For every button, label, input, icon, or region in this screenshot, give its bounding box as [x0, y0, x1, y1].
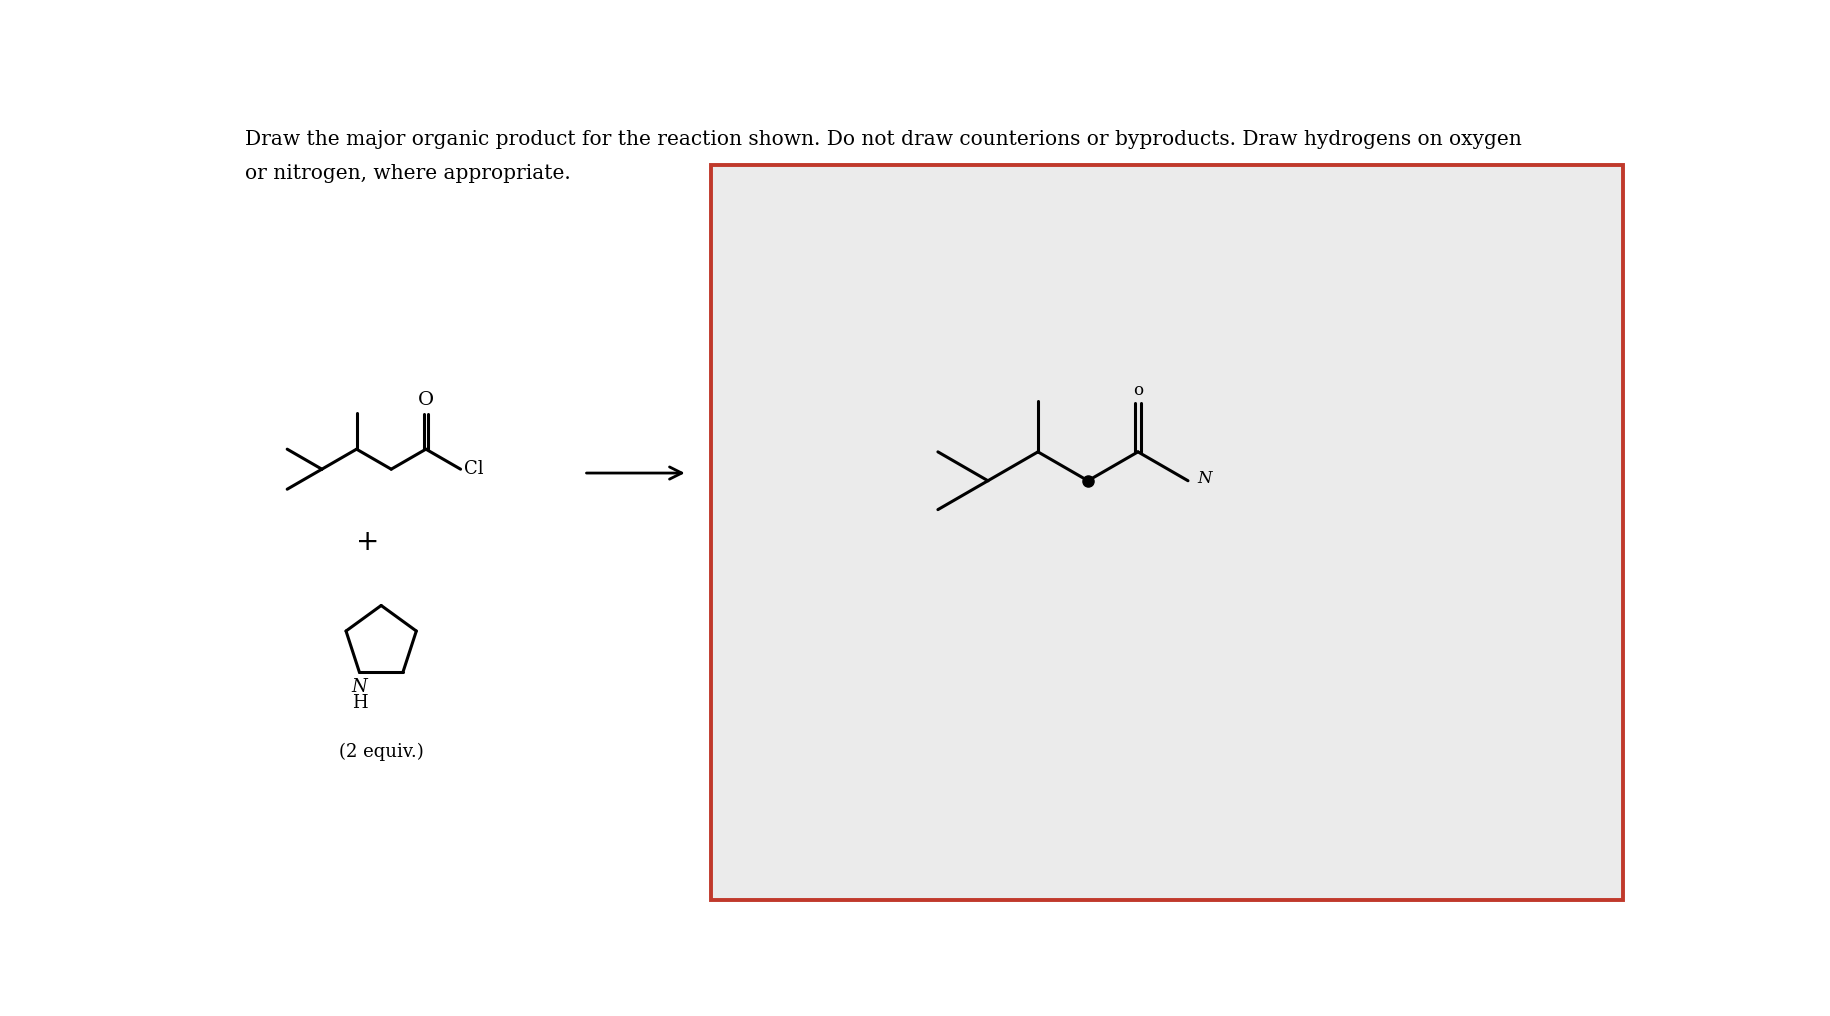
Text: N: N — [351, 678, 368, 696]
Text: +: + — [357, 528, 381, 557]
Text: Draw the major organic product for the reaction shown. Do not draw counterions o: Draw the major organic product for the r… — [245, 130, 1521, 149]
Text: O: O — [417, 390, 434, 408]
Text: N: N — [1197, 470, 1211, 487]
Text: H: H — [351, 694, 368, 712]
Bar — [710, 165, 1623, 900]
Text: or nitrogen, where appropriate.: or nitrogen, where appropriate. — [245, 164, 571, 183]
Text: (2 equiv.): (2 equiv.) — [339, 743, 423, 761]
Text: Cl: Cl — [463, 460, 483, 479]
Text: o: o — [1133, 382, 1144, 399]
